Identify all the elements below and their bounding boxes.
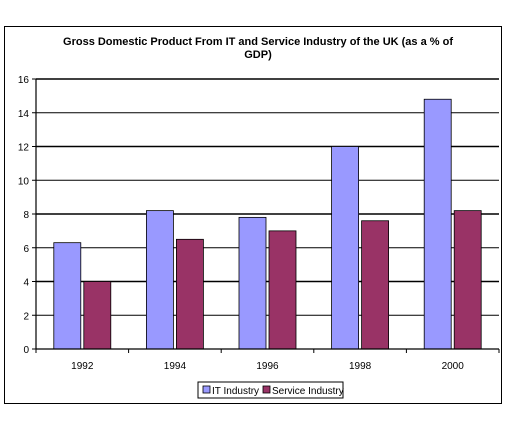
y-tick-label: 12 xyxy=(18,143,30,154)
bar-service-industry-1992 xyxy=(83,281,112,350)
y-tick-label: 14 xyxy=(18,109,30,120)
chart-title-line-2: GDP) xyxy=(244,49,272,61)
y-tick-label: 4 xyxy=(23,278,29,289)
bars xyxy=(53,98,482,350)
chart-frame: Gross Domestic Product From IT and Servi… xyxy=(4,26,502,404)
x-tick-label: 2000 xyxy=(442,361,465,372)
y-tick-label: 10 xyxy=(18,176,30,187)
legend-label: Service Industry xyxy=(272,386,344,397)
y-tick-label: 16 xyxy=(18,75,30,86)
bar-it-industry-2000 xyxy=(423,98,452,350)
bar-it-industry-1998 xyxy=(331,146,360,350)
legend-swatch xyxy=(262,385,271,394)
bar-it-industry-1992 xyxy=(53,242,82,350)
y-tick-label: 6 xyxy=(23,244,29,255)
axes: 0 2 4 6 8 10 12 14 16 1992 1994 1996 1998 2000 xyxy=(18,75,500,372)
legend-box xyxy=(197,381,344,399)
chart-title-line-1: Gross Domestic Product From IT and Servi… xyxy=(63,36,453,48)
y-tick-label: 2 xyxy=(23,311,29,322)
legend-label: IT Industry xyxy=(212,386,259,397)
x-tick-label: 1996 xyxy=(256,361,279,372)
bar-it-industry-1994 xyxy=(145,210,174,350)
bar-service-industry-1996 xyxy=(268,230,297,350)
x-tick-label: 1992 xyxy=(71,361,94,372)
legend-swatch xyxy=(202,385,211,394)
legend: IT Industry Service Industry xyxy=(197,381,344,399)
y-tick-label: 8 xyxy=(23,210,29,221)
bar-service-industry-1994 xyxy=(175,238,204,350)
gridlines xyxy=(36,78,499,316)
bar-service-industry-1998 xyxy=(361,220,390,350)
gdp-bar-chart: Gross Domestic Product From IT and Servi… xyxy=(18,36,500,399)
y-tick-label: 0 xyxy=(23,345,29,356)
x-tick-label: 1998 xyxy=(349,361,372,372)
bar-service-industry-2000 xyxy=(453,210,482,350)
bar-it-industry-1996 xyxy=(238,216,267,350)
x-tick-label: 1994 xyxy=(164,361,187,372)
